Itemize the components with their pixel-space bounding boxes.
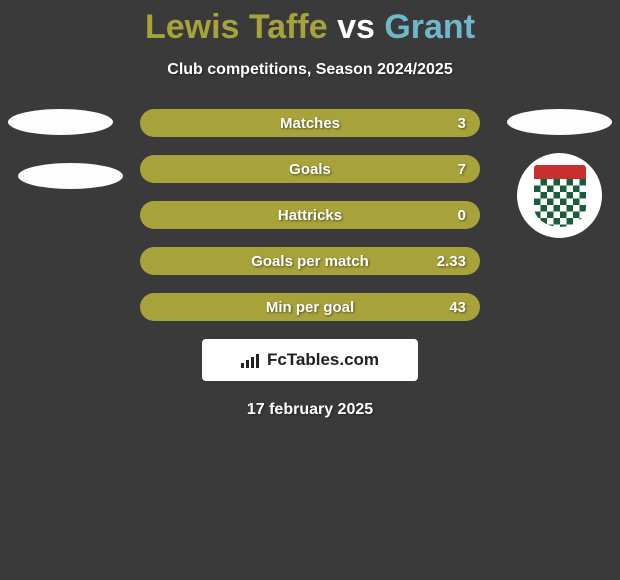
brand-chart-icon (241, 352, 261, 368)
stat-bar: Min per goal 43 (140, 293, 480, 321)
stat-value-right: 3 (458, 115, 466, 132)
brand-badge[interactable]: FcTables.com (202, 339, 418, 381)
stat-value-right: 0 (458, 207, 466, 224)
stat-bar: Goals 7 (140, 155, 480, 183)
title-player2: Grant (384, 8, 475, 46)
stat-label: Goals (289, 161, 331, 178)
footer-date: 17 february 2025 (0, 401, 620, 419)
stat-row: Min per goal 43 (0, 293, 620, 321)
page-title: Lewis Taffe vs Grant (0, 8, 620, 47)
title-player1: Lewis Taffe (145, 8, 328, 46)
stats-area: Matches 3 Goals 7 Hattricks 0 Goals per match 2… (0, 109, 620, 321)
stat-label: Matches (280, 115, 340, 132)
stat-row: Goals 7 (0, 155, 620, 183)
stat-value-right: 7 (458, 161, 466, 178)
stat-row: Matches 3 (0, 109, 620, 137)
stat-label: Hattricks (278, 207, 342, 224)
title-vs: vs (337, 8, 375, 46)
stat-label: Min per goal (266, 299, 354, 316)
stat-bar: Goals per match 2.33 (140, 247, 480, 275)
brand-text: FcTables.com (267, 350, 379, 370)
stat-bar: Matches 3 (140, 109, 480, 137)
subtitle: Club competitions, Season 2024/2025 (0, 61, 620, 79)
stat-row: Hattricks 0 (0, 201, 620, 229)
stat-row: Goals per match 2.33 (0, 247, 620, 275)
stat-value-right: 43 (449, 299, 466, 316)
stat-label: Goals per match (251, 253, 369, 270)
stat-bar: Hattricks 0 (140, 201, 480, 229)
comparison-card: Lewis Taffe vs Grant Club competitions, … (0, 0, 620, 419)
stat-value-right: 2.33 (437, 253, 466, 270)
